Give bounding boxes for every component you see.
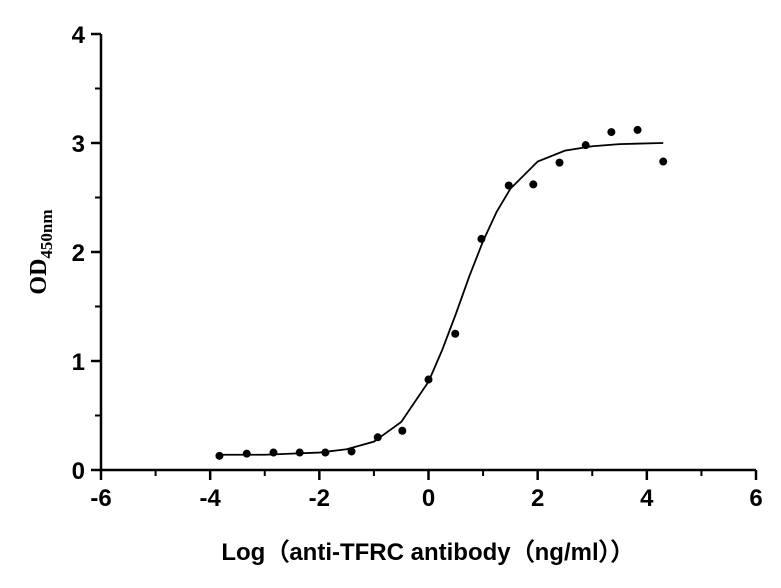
y-label-main: OD	[26, 259, 52, 295]
x-tick-label: 6	[749, 485, 762, 512]
point	[215, 451, 224, 460]
point	[269, 448, 278, 457]
x-tick-label: 0	[422, 485, 435, 512]
point	[633, 125, 642, 134]
point	[607, 128, 616, 137]
point	[295, 448, 304, 457]
y-axis-label: OD450nm	[26, 209, 56, 294]
point	[555, 158, 564, 167]
point	[529, 180, 538, 189]
y-tick-label: 3	[72, 131, 85, 158]
y-tick-label: 2	[72, 240, 85, 267]
point	[424, 375, 433, 384]
point	[581, 141, 590, 150]
x-tick-label: -4	[199, 485, 221, 512]
x-tick-label: -2	[309, 485, 330, 512]
y-tick-label: 1	[72, 349, 85, 376]
y-label-sub: 450nm	[37, 209, 56, 258]
y-tick-label: 4	[72, 22, 86, 49]
y-tick-label: 0	[72, 458, 85, 485]
point	[504, 181, 513, 190]
x-tick-label: -6	[90, 485, 111, 512]
point	[477, 234, 486, 243]
point	[451, 329, 460, 338]
x-tick-label: 4	[640, 485, 654, 512]
point	[242, 449, 251, 458]
point	[321, 448, 330, 457]
point	[398, 426, 407, 435]
x-axis-label: Log（anti-TFRC antibody（ng/ml））	[221, 539, 634, 566]
point	[659, 157, 668, 166]
point	[347, 447, 356, 456]
point	[373, 433, 382, 442]
x-tick-label: 2	[531, 485, 544, 512]
fit-curve	[221, 142, 664, 456]
